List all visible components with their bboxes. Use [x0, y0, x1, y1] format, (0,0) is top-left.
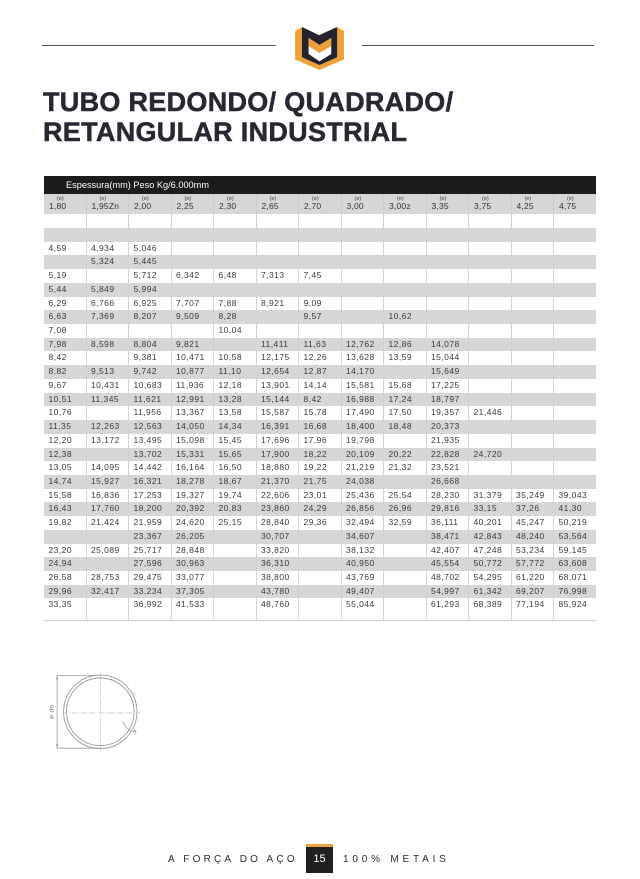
svg-text:e: e: [133, 729, 137, 736]
svg-text:ø de: ø de: [49, 705, 56, 719]
